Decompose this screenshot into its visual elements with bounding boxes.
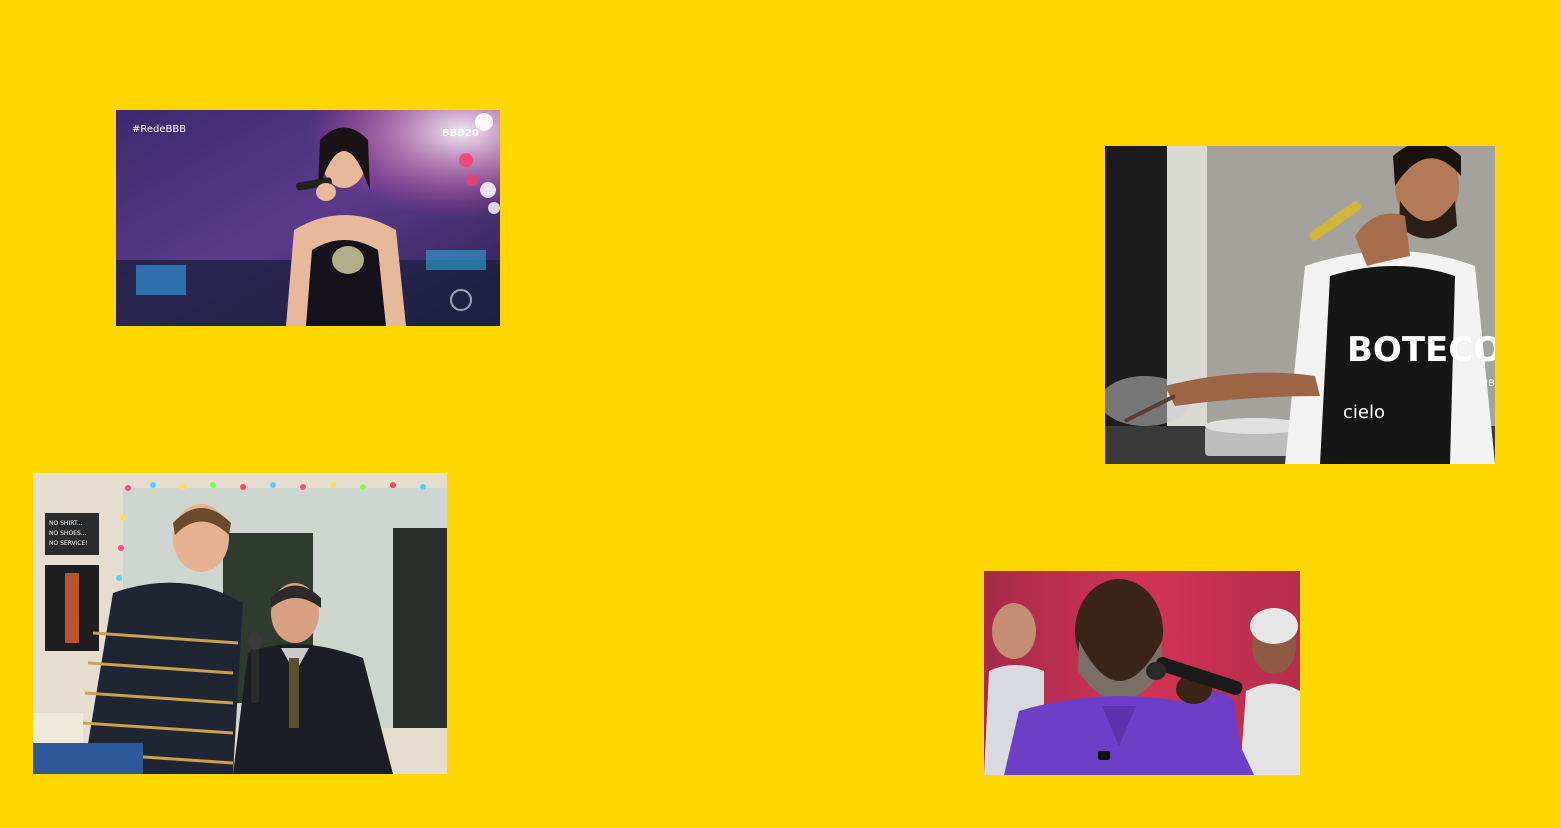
sign-line-2: NO SHOES...	[49, 530, 87, 537]
tv-network-watermark-icon	[450, 289, 472, 311]
sign-line-1: NO SHIRT...	[49, 520, 83, 527]
apron-brand-text: cielo	[1343, 402, 1385, 423]
string-lights-decoration	[116, 482, 426, 581]
edge-hashtag-text: #BI	[1481, 379, 1495, 389]
purple-shirt-singer-photo[interactable]	[984, 571, 1300, 775]
channel-logo-overlay: BBB20	[442, 128, 479, 139]
office-karaoke-image: NO SHIRT... NO SHOES... NO SERVICE!	[33, 473, 447, 774]
purple-shirt-singer-image	[984, 571, 1300, 775]
sign-line-3: NO SERVICE!	[49, 540, 88, 547]
office-karaoke-photo[interactable]: NO SHIRT... NO SHOES... NO SERVICE!	[33, 473, 447, 774]
cooking-singer-photo[interactable]: BOTECO cielo #BI	[1105, 146, 1495, 464]
singer-on-stage-image: #RedeBBB BBB20	[116, 110, 500, 326]
cooking-singer-image: BOTECO cielo #BI	[1105, 146, 1495, 464]
hashtag-overlay: #RedeBBB	[132, 124, 186, 135]
apron-text: BOTECO	[1347, 330, 1495, 370]
singer-on-stage-photo[interactable]: #RedeBBB BBB20	[116, 110, 500, 326]
